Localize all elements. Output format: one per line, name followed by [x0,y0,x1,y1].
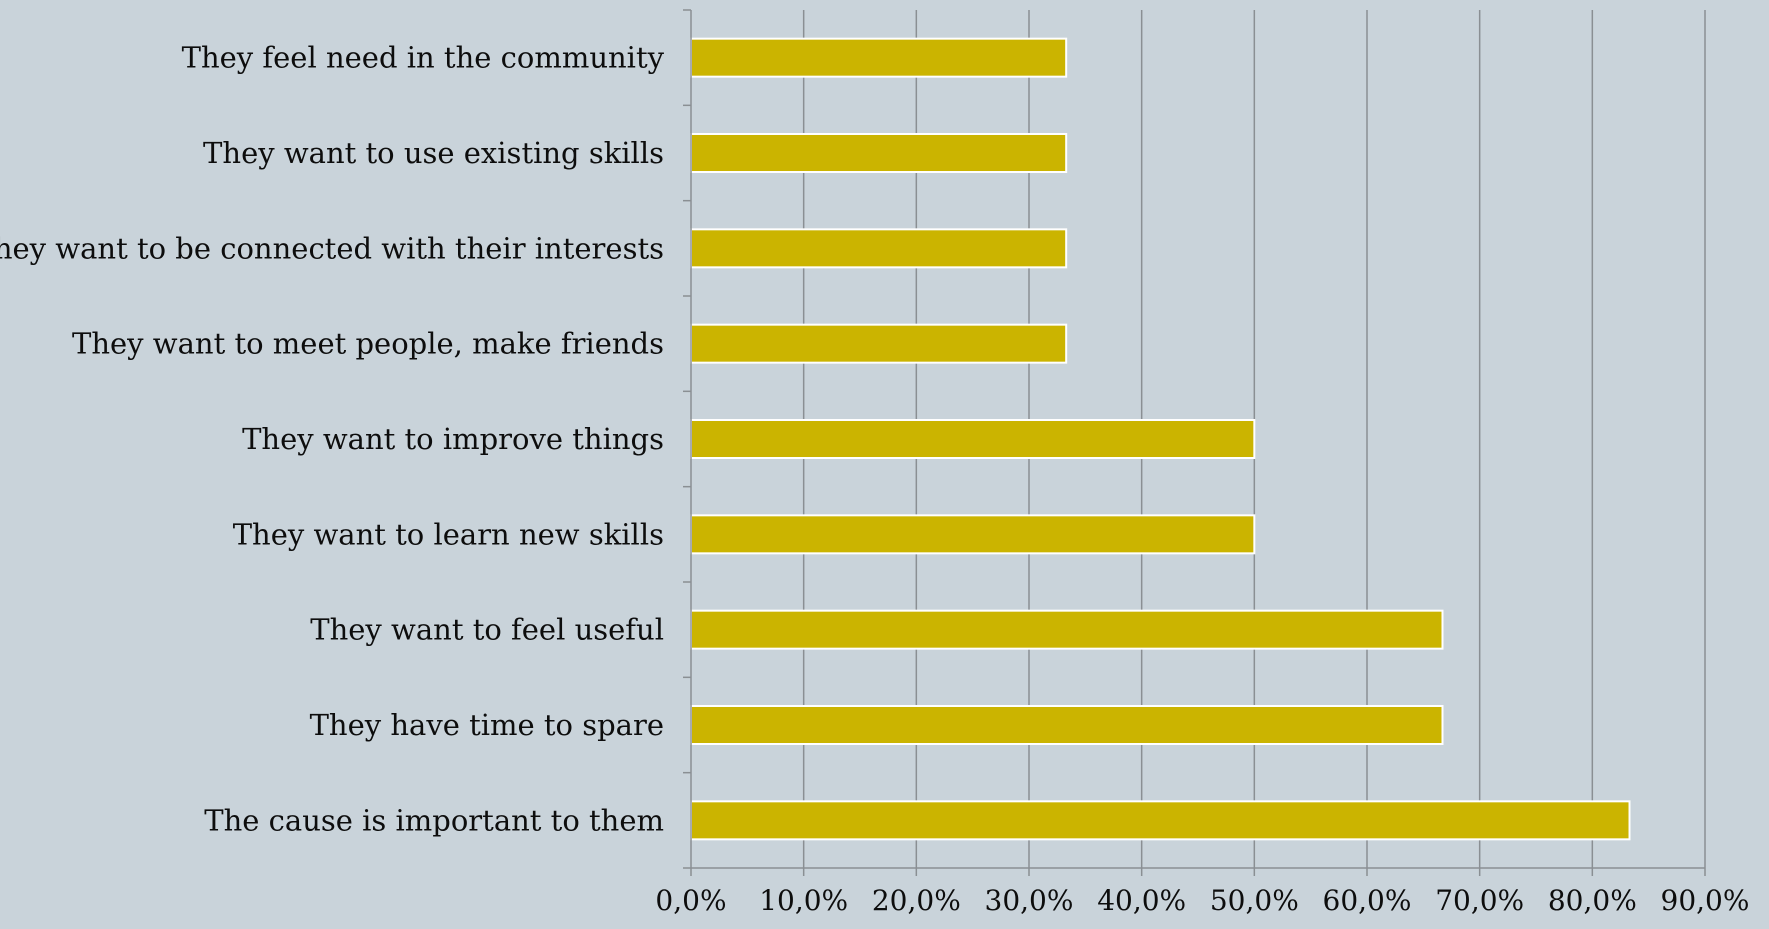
x-tick-label: 80,0% [1548,884,1637,917]
bar-7 [690,609,1444,650]
x-tick-label: 60,0% [1323,884,1412,917]
category-label: They want to meet people, make friends [72,327,664,361]
x-tick-label: 40,0% [1097,884,1186,917]
x-tick-label: 50,0% [1210,884,1299,917]
bar-8 [690,705,1444,745]
x-tick-label: 0,0% [655,884,726,917]
bar-2 [690,133,1068,173]
category-label: They want to use existing skills [203,136,664,170]
bar-4 [690,323,1068,364]
category-label: The cause is important to them [204,803,664,837]
category-label: They want to learn new skills [233,517,664,551]
category-label: They want to be connected with their int… [0,231,664,265]
category-label: They have time to spare [310,708,664,742]
bar-1 [690,37,1068,78]
tick-labels: 0,0% 10,0% 20,0% 30,0% 40,0% 50,0% 60,0% 70,0% 8… [655,884,1749,917]
x-tick-label: 90,0% [1661,884,1750,917]
bar-9 [690,800,1631,841]
axes [683,9,1706,876]
category-labels: They feel need in the community They want… [0,41,665,838]
x-tick-label: 30,0% [985,884,1074,917]
x-tick-label: 10,0% [759,884,848,917]
x-tick-label: 20,0% [872,884,961,917]
x-tick-label: 70,0% [1435,884,1524,917]
bar-5 [690,419,1256,459]
bar-3 [690,228,1068,269]
bar-6 [690,514,1256,555]
category-label: They want to feel useful [310,613,664,647]
bars [690,37,1631,841]
category-label: They feel need in the community [182,41,665,75]
category-label: They want to improve things [242,422,664,456]
